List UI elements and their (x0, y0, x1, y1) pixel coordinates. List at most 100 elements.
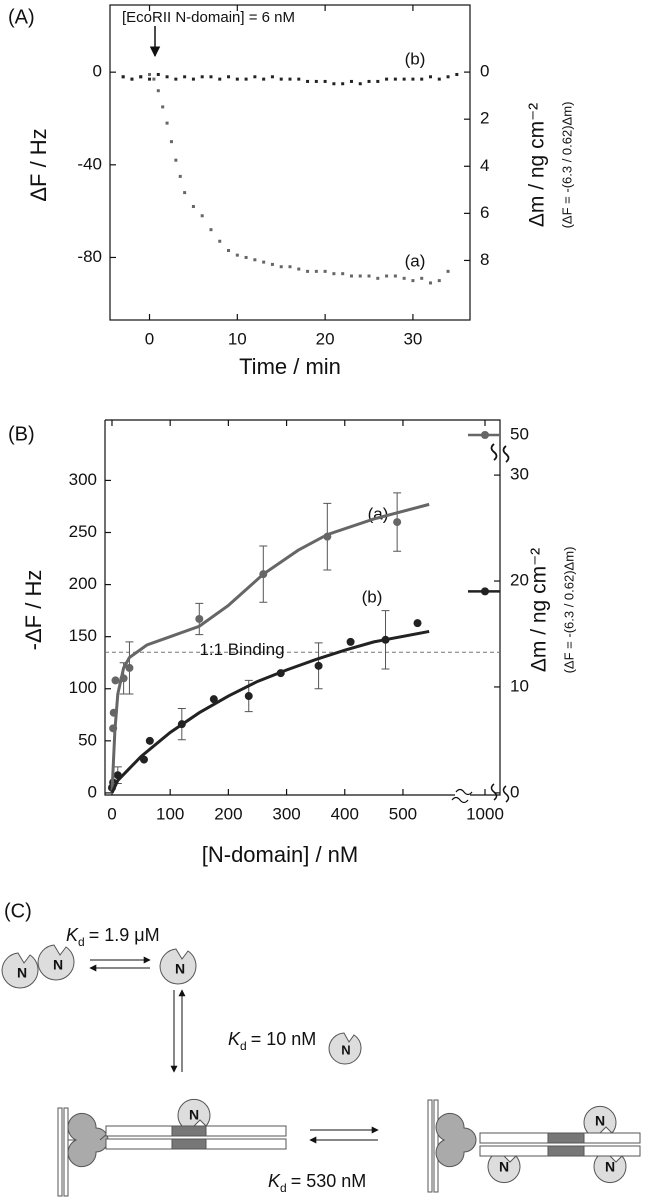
panel-label: (B) (8, 423, 35, 445)
data-point (244, 77, 248, 81)
y-tick-label: 100 (69, 678, 97, 697)
x-tick-label: 400 (331, 804, 359, 823)
data-point (314, 269, 318, 273)
data-point (420, 276, 424, 280)
data-point (191, 205, 195, 209)
data-point (174, 77, 178, 81)
annotation: [EcoRII N-domain] = 6 nM (122, 9, 295, 26)
panel-label: (A) (8, 6, 35, 28)
data-point (174, 158, 178, 162)
data-point (209, 228, 213, 232)
data-point (297, 77, 301, 81)
data-point (393, 274, 397, 278)
data-point (297, 267, 301, 271)
data-point (385, 274, 389, 278)
dna-site (171, 1138, 207, 1150)
data-point (428, 75, 432, 79)
y2-axis-note: (ΔF = -(6.3 / 0.62)Δm) (561, 547, 576, 674)
data-point (253, 258, 257, 262)
x-tick-label: 0 (107, 804, 116, 823)
n-label: N (175, 961, 185, 977)
data-point (200, 75, 204, 79)
data-point (244, 255, 248, 259)
data-point (191, 77, 195, 81)
data-point (402, 77, 406, 81)
y-tick-label: 150 (69, 626, 97, 645)
data-point (367, 79, 371, 83)
data-point (195, 614, 204, 623)
kd-label: Kd = 530 nM (268, 1171, 366, 1195)
data-point (446, 75, 450, 79)
data-point (332, 82, 336, 86)
x-tick-label: 0 (145, 329, 154, 348)
data-point (169, 140, 173, 144)
data-point (402, 276, 406, 280)
series-label: (b) (405, 49, 426, 68)
kd-value: = 1.9 μM (89, 925, 160, 945)
data-point (349, 79, 353, 83)
y2-tick-label: 2 (480, 109, 489, 128)
data-point (156, 72, 160, 76)
data-point (437, 77, 441, 81)
y-axis-label: -ΔF / Hz (21, 570, 46, 651)
n-domain (328, 1032, 362, 1065)
data-point (346, 637, 355, 646)
membrane (427, 1099, 433, 1193)
data-point (393, 518, 402, 527)
y2-tick-label: 10 (510, 676, 529, 695)
data-point (270, 75, 274, 79)
kd-subscript: d (280, 1181, 287, 1195)
kd-subscript: d (78, 935, 85, 949)
data-point (121, 75, 125, 79)
plot-frame (109, 4, 471, 321)
data-point (262, 77, 266, 81)
kd-value: = 10 nM (251, 1029, 317, 1049)
data-point (314, 661, 323, 670)
n-label: N (499, 1159, 509, 1175)
x-tick-label: 300 (272, 804, 300, 823)
reference-label: 1:1 Binding (199, 640, 284, 659)
n-domain (159, 948, 197, 985)
data-point (411, 77, 415, 81)
data-point (306, 269, 310, 273)
data-point (288, 77, 292, 81)
data-point (428, 281, 432, 285)
data-point (111, 676, 120, 685)
data-point (393, 77, 397, 81)
n-label: N (17, 965, 27, 981)
dna-site (171, 1125, 207, 1137)
data-point (341, 272, 345, 276)
y2-axis-note: (ΔF = -(6.3 / 0.62)Δm) (559, 102, 574, 229)
data-point (279, 265, 283, 269)
n-domain (37, 944, 75, 981)
y2-tick-label: 0 (480, 62, 489, 81)
data-point (209, 75, 213, 79)
domain (435, 1112, 477, 1168)
y2-axis-label: Δm / ng cm⁻² (526, 103, 549, 227)
data-point (262, 260, 266, 264)
y-tick-label: 300 (69, 470, 97, 489)
data-point (209, 695, 218, 704)
kd-symbol: K (268, 1171, 281, 1191)
y2-tick-label: 50 (510, 424, 529, 443)
n-label: N (595, 1113, 605, 1129)
x-tick-label: 100 (156, 804, 184, 823)
y-tick-label: 50 (78, 730, 97, 749)
data-point (125, 663, 134, 672)
data-point (411, 279, 415, 283)
y2-tick-label: 6 (480, 203, 489, 222)
data-point (178, 174, 182, 178)
kd-subscript: d (240, 1039, 247, 1053)
series-label: (a) (405, 251, 426, 270)
data-point (145, 736, 154, 745)
fit-line (110, 629, 430, 794)
data-point (148, 77, 152, 81)
data-point (183, 75, 187, 79)
data-point (279, 77, 283, 81)
data-point (367, 274, 371, 278)
kd-symbol: K (66, 925, 79, 945)
y-tick-label: -80 (77, 247, 102, 266)
n-label: N (341, 1042, 350, 1057)
kd-symbol: K (228, 1029, 241, 1049)
dna-site (547, 1132, 585, 1144)
